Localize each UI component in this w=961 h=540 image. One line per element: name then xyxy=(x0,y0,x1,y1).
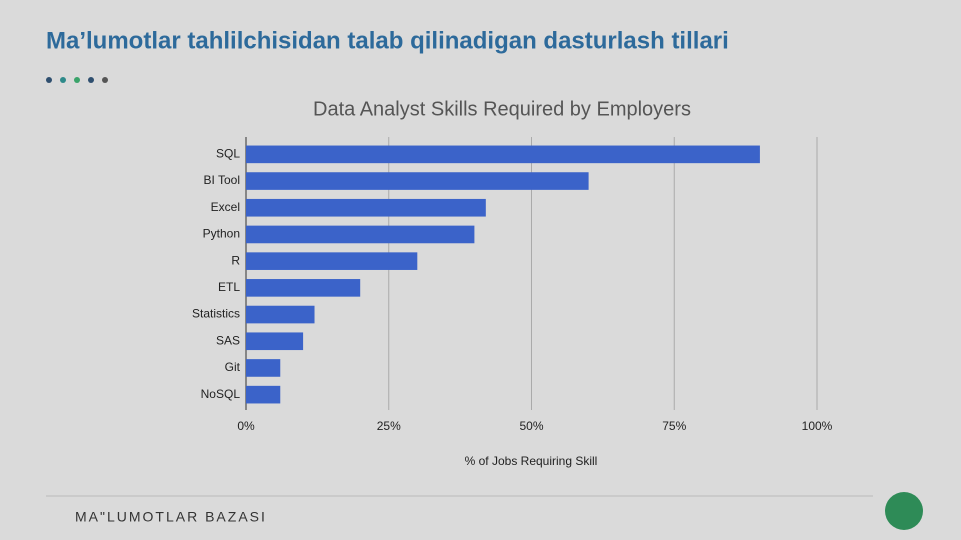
chart-title: Data Analyst Skills Required by Employer… xyxy=(313,98,691,120)
dot xyxy=(60,77,66,83)
footer-text: MA"LUMOTLAR BAZASI xyxy=(75,509,267,525)
x-tick-label: 75% xyxy=(662,419,686,433)
y-tick-label: ETL xyxy=(218,280,240,294)
bar xyxy=(246,172,589,190)
y-tick-label: BI Tool xyxy=(204,173,240,187)
y-tick-label: NoSQL xyxy=(201,387,241,401)
y-tick-label: Python xyxy=(203,227,240,241)
y-tick-label: SAS xyxy=(216,333,240,347)
y-tick-label: Statistics xyxy=(192,307,240,321)
x-axis-label: % of Jobs Requiring Skill xyxy=(465,454,598,468)
x-tick-label: 25% xyxy=(377,419,401,433)
dot xyxy=(88,77,94,83)
bar xyxy=(246,198,486,217)
y-tick-label: R xyxy=(231,253,240,267)
logo-circle xyxy=(885,492,923,530)
slide-title: Ma’lumotlar tahlilchisidan talab qilinad… xyxy=(46,27,729,54)
plot: 0% 25% 50% 75% 100% SQL BI Tool Excel Python R ETL… xyxy=(192,137,833,433)
bar xyxy=(246,225,475,244)
y-tick-label: SQL xyxy=(216,147,240,161)
bar xyxy=(246,252,418,270)
y-tick-label: Git xyxy=(225,360,241,374)
bar xyxy=(246,305,315,324)
x-tick-label: 50% xyxy=(519,419,543,433)
y-tick-label: Excel xyxy=(211,200,240,214)
bar xyxy=(246,279,361,297)
bar xyxy=(246,145,760,164)
bar xyxy=(246,359,281,377)
bar xyxy=(246,385,281,404)
decor-dots xyxy=(46,77,108,83)
dot xyxy=(74,77,80,83)
bar xyxy=(246,332,304,351)
x-tick-label: 0% xyxy=(237,419,255,433)
dot xyxy=(46,77,52,83)
dot xyxy=(102,77,108,83)
x-tick-label: 100% xyxy=(802,419,833,433)
